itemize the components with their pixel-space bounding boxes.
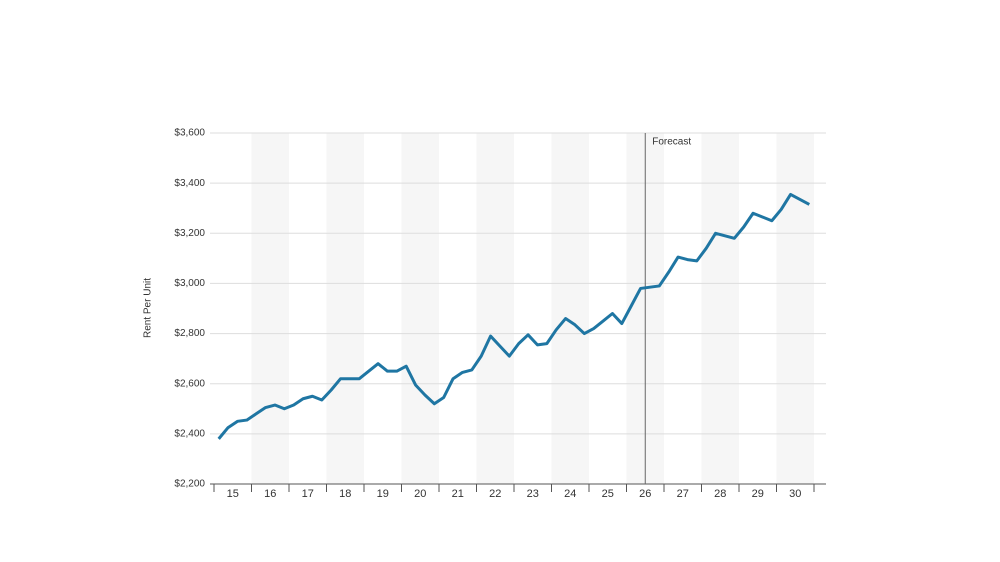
x-tick-label: 24 bbox=[564, 488, 576, 500]
y-tick-label: $2,800 bbox=[174, 328, 205, 339]
x-tick-label: 21 bbox=[452, 488, 464, 500]
x-tick-label: 15 bbox=[227, 488, 239, 500]
y-tick-label: $3,200 bbox=[174, 228, 205, 239]
x-tick-label: 27 bbox=[677, 488, 689, 500]
x-tick-label: 17 bbox=[302, 488, 314, 500]
y-axis-label: Rent Per Unit bbox=[143, 278, 154, 338]
x-tick-label: 22 bbox=[489, 488, 501, 500]
x-tick-label: 23 bbox=[527, 488, 539, 500]
line bbox=[217, 192, 811, 440]
band bbox=[701, 133, 739, 484]
x-tick-label: 25 bbox=[602, 488, 614, 500]
x-tick-label: 16 bbox=[264, 488, 276, 500]
y-tick-label: $2,200 bbox=[174, 479, 205, 490]
y-tick-label: $2,400 bbox=[174, 428, 205, 439]
band bbox=[251, 133, 289, 484]
annotation: Forecast bbox=[652, 137, 691, 148]
y-tick-label: $3,400 bbox=[174, 178, 205, 189]
band bbox=[326, 133, 364, 484]
x-tick-label: 26 bbox=[639, 488, 651, 500]
x-tick-label: 18 bbox=[339, 488, 351, 500]
band bbox=[476, 133, 514, 484]
x-tick-label: 28 bbox=[714, 488, 726, 500]
y-tick-label: $2,600 bbox=[174, 378, 205, 389]
y-tick-label: $3,600 bbox=[174, 128, 205, 139]
x-tick-label: 30 bbox=[789, 488, 801, 500]
band bbox=[401, 133, 439, 484]
y-tick-label: $3,000 bbox=[174, 278, 205, 289]
x-tick-label: 20 bbox=[414, 488, 426, 500]
band bbox=[776, 133, 814, 484]
x-tick-label: 19 bbox=[377, 488, 389, 500]
band bbox=[551, 133, 589, 484]
x-tick-label: 29 bbox=[752, 488, 764, 500]
